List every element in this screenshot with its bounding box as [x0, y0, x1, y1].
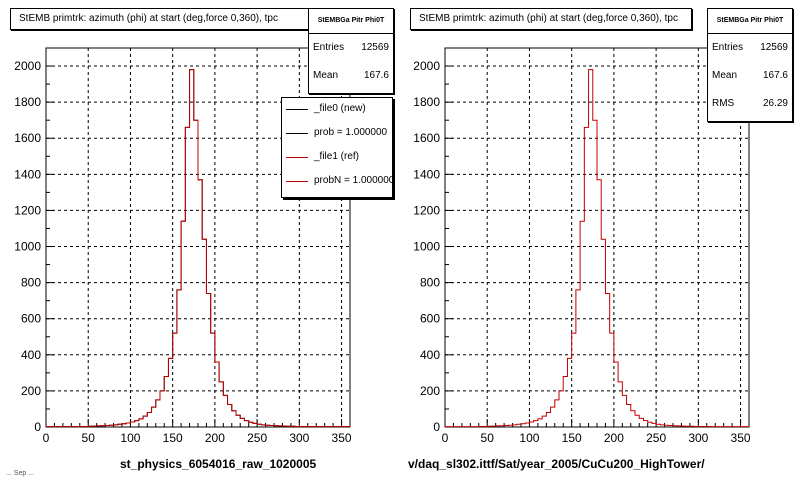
y-tick-label: 1600 — [413, 131, 440, 145]
stats-label: Entries — [712, 42, 744, 53]
histogram-title: StEMB primtrk: azimuth (phi) at start (d… — [10, 8, 310, 30]
histogram-title-text: StEMB primtrk: azimuth (phi) at start (d… — [19, 13, 278, 24]
y-tick-label: 2000 — [413, 59, 440, 73]
stats-label: RMS — [712, 98, 735, 109]
x-tick-label: 300 — [688, 431, 708, 445]
y-tick-label: 200 — [21, 384, 41, 398]
x-tick-label: 250 — [247, 431, 267, 445]
x-tick-label: 350 — [332, 431, 352, 445]
legend-entry: _file1 (ref) — [282, 146, 392, 170]
legend-line-icon — [286, 133, 308, 134]
y-tick-label: 0 — [433, 420, 440, 434]
histogram-title-text: StEMB primtrk: azimuth (phi) at start (d… — [419, 13, 678, 24]
file-label: st_physics_6054016_raw_1020005 — [120, 457, 317, 471]
stats-label: Entries — [313, 42, 345, 53]
y-tick-label: 800 — [21, 276, 41, 290]
stats-name: StEMBGa Pitr Phi0T — [309, 9, 393, 34]
legend: _file0 (new) prob = 1.000000 _file1 (ref… — [281, 97, 393, 198]
legend-label: _file1 (ref) — [314, 151, 360, 162]
stats-name: StEMBGa Pitr Phi0T — [708, 9, 792, 34]
y-tick-label: 1400 — [14, 167, 41, 181]
y-tick-label: 1000 — [413, 240, 440, 254]
legend-entry: prob = 1.000000 — [282, 122, 392, 146]
legend-line-icon — [286, 109, 308, 110]
stats-label: Mean — [313, 70, 339, 81]
y-tick-label: 200 — [420, 384, 440, 398]
stats-row-mean: Mean 167.6 — [708, 62, 792, 90]
x-tick-label: 200 — [205, 431, 225, 445]
legend-entry: _file0 (new) — [282, 98, 392, 122]
y-tick-label: 1400 — [413, 167, 440, 181]
x-tick-label: 0 — [43, 431, 50, 445]
y-tick-label: 2000 — [14, 59, 41, 73]
stats-row-entries: Entries 12569 — [309, 34, 393, 62]
stats-label: Mean — [712, 70, 738, 81]
y-tick-label: 1800 — [14, 95, 41, 109]
y-tick-label: 0 — [34, 420, 41, 434]
x-tick-label: 100 — [120, 431, 140, 445]
y-tick-label: 400 — [21, 348, 41, 362]
stats-row-entries: Entries 12569 — [708, 34, 792, 62]
x-tick-label: 50 — [481, 431, 495, 445]
legend-label: _file0 (new) — [314, 103, 366, 114]
histogram-title: StEMB primtrk: azimuth (phi) at start (d… — [410, 8, 692, 30]
stats-box: StEMBGa Pitr Phi0T Entries 12569 Mean 16… — [308, 8, 394, 94]
stats-value: 26.29 — [762, 98, 788, 109]
y-tick-label: 600 — [21, 312, 41, 326]
stats-value: 12569 — [760, 42, 788, 53]
y-tick-label: 600 — [420, 312, 440, 326]
stats-row-mean: Mean 167.6 — [309, 62, 393, 90]
y-tick-label: 1600 — [14, 131, 41, 145]
histogram-series-ref — [45, 69, 351, 428]
plot-frame — [444, 47, 750, 428]
y-tick-label: 400 — [420, 348, 440, 362]
y-tick-label: 1200 — [14, 203, 41, 217]
x-tick-label: 50 — [82, 431, 96, 445]
stats-value: 12569 — [361, 42, 389, 53]
x-tick-label: 350 — [731, 431, 751, 445]
legend-label: prob = 1.000000 — [314, 127, 388, 138]
y-tick-label: 1200 — [413, 203, 440, 217]
x-tick-label: 150 — [562, 431, 582, 445]
legend-entry: probN = 1.000000 — [282, 170, 392, 194]
y-tick-label: 1000 — [14, 240, 41, 254]
legend-line-icon — [286, 181, 308, 182]
stats-value: 167.6 — [762, 70, 788, 81]
stats-row-rms: RMS 26.29 — [708, 90, 792, 118]
y-tick-label: 800 — [420, 276, 440, 290]
x-tick-label: 150 — [163, 431, 183, 445]
legend-label: probN = 1.000000 — [314, 175, 393, 186]
legend-line-icon — [286, 157, 308, 158]
stats-box: StEMBGa Pitr Phi0T Entries 12569 Mean 16… — [707, 8, 793, 122]
x-tick-label: 300 — [289, 431, 309, 445]
x-tick-label: 0 — [442, 431, 449, 445]
x-tick-label: 250 — [646, 431, 666, 445]
x-tick-label: 100 — [519, 431, 539, 445]
y-tick-label: 1800 — [413, 95, 440, 109]
histogram-series-ref — [444, 69, 750, 428]
timestamp-label: ... Sep ... — [6, 470, 35, 477]
stats-value: 167.6 — [363, 70, 389, 81]
x-tick-label: 200 — [604, 431, 624, 445]
file-label: v/daq_sl302.ittf/Sat/year_2005/CuCu200_H… — [408, 457, 705, 471]
